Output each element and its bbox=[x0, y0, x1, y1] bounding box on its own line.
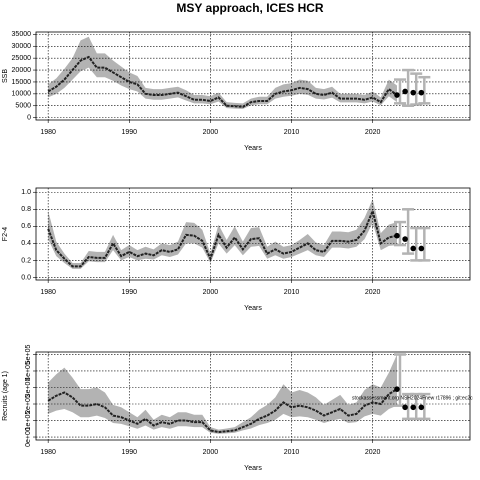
plot-frame bbox=[35, 31, 471, 121]
forecast-point bbox=[410, 404, 417, 411]
y-tick-label: 0 bbox=[27, 114, 31, 121]
y-tick-label: 10000 bbox=[12, 91, 32, 98]
y-tick-label: 0.4 bbox=[21, 240, 31, 247]
x-tick-label: 2020 bbox=[365, 289, 381, 296]
y-axis-label: Recruits (age 1) bbox=[2, 371, 9, 421]
x-tick-label: 2010 bbox=[284, 289, 300, 296]
forecast-point bbox=[394, 232, 400, 239]
median-line bbox=[47, 55, 398, 108]
median-line bbox=[47, 388, 398, 434]
x-tick-label: 1980 bbox=[40, 129, 56, 136]
x-tick-label: 1990 bbox=[122, 129, 138, 136]
x-tick-label: 2000 bbox=[203, 129, 219, 136]
y-tick-label: 3e+05 bbox=[25, 378, 32, 398]
y-tick-label: 0.0 bbox=[21, 274, 31, 281]
forecast-point bbox=[394, 92, 400, 98]
y-tick-label: 0.6 bbox=[21, 223, 31, 230]
forecast-point bbox=[418, 245, 425, 252]
y-tick-label: 0.2 bbox=[21, 257, 31, 264]
y-tick-label: 1e+05 bbox=[25, 411, 32, 431]
x-tick-label: 1980 bbox=[40, 289, 56, 296]
x-tick-label: 2020 bbox=[365, 129, 381, 136]
forecast-point bbox=[410, 89, 417, 96]
y-tick-label: 15000 bbox=[12, 79, 32, 86]
y-tick-label: 0e+00 bbox=[25, 427, 32, 447]
y-tick-label: 2e+05 bbox=[25, 394, 32, 414]
y-axis-label: SSB bbox=[2, 69, 9, 83]
x-tick-label: 1980 bbox=[40, 449, 56, 456]
forecast-point bbox=[394, 386, 400, 392]
y-tick-label: 0.8 bbox=[21, 206, 31, 213]
plot-frame bbox=[35, 351, 471, 441]
x-axis-label: Years bbox=[244, 145, 262, 152]
forecast-point bbox=[402, 88, 408, 95]
y-tick-label: 4e+05 bbox=[25, 361, 32, 381]
forecast-point bbox=[418, 89, 425, 96]
forecast-point bbox=[410, 245, 417, 252]
confidence-band bbox=[48, 199, 397, 269]
x-tick-label: 2010 bbox=[284, 449, 300, 456]
forecast-point bbox=[402, 236, 408, 242]
y-tick-label: 5e+05 bbox=[25, 345, 32, 365]
y-tick-label: 5000 bbox=[15, 103, 31, 110]
x-tick-label: 2000 bbox=[203, 449, 219, 456]
confidence-band bbox=[48, 354, 397, 434]
x-axis-label: Years bbox=[244, 465, 262, 472]
x-axis-label: Years bbox=[244, 305, 262, 312]
x-tick-label: 1990 bbox=[122, 289, 138, 296]
x-tick-label: 2000 bbox=[203, 289, 219, 296]
x-tick-label: 2010 bbox=[284, 129, 300, 136]
y-tick-label: 30000 bbox=[12, 43, 32, 50]
y-tick-label: 35000 bbox=[12, 31, 32, 38]
annotation: stockassessment.org NSH2024Fnew r17896 ;… bbox=[352, 395, 473, 401]
y-tick-label: 1.0 bbox=[21, 189, 31, 196]
y-axis-label: F2-4 bbox=[2, 227, 9, 242]
forecast-point bbox=[418, 404, 425, 411]
y-tick-label: 20000 bbox=[12, 67, 32, 74]
x-tick-label: 2020 bbox=[365, 449, 381, 456]
chart-title: MSY approach, ICES HCR bbox=[176, 1, 323, 15]
y-tick-label: 25000 bbox=[12, 55, 32, 62]
median-line bbox=[47, 207, 398, 268]
x-tick-label: 1990 bbox=[122, 449, 138, 456]
plot-frame bbox=[35, 187, 471, 281]
forecast-point bbox=[402, 404, 408, 411]
